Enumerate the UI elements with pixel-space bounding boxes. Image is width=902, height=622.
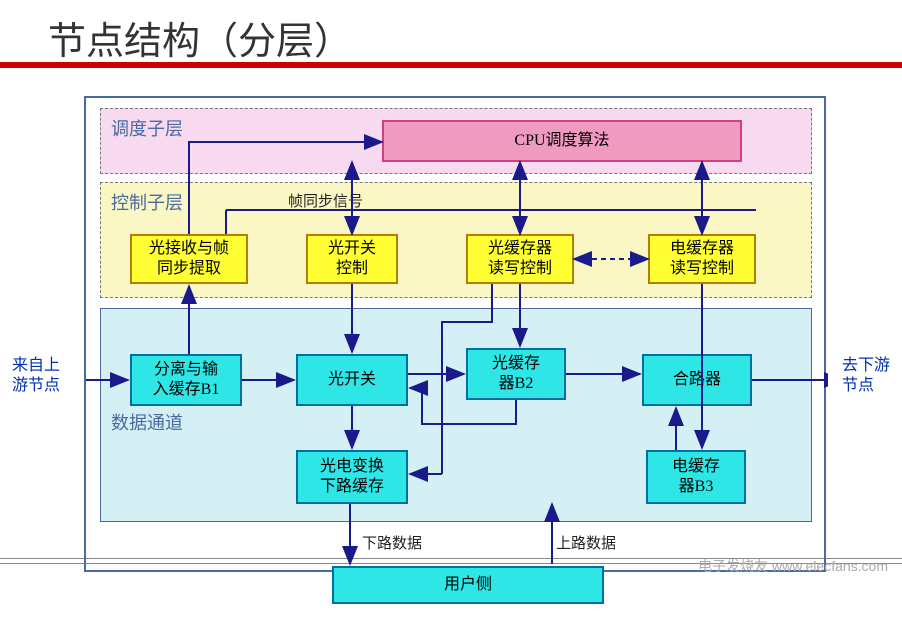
layer-data-label: 数据通道 (111, 409, 183, 435)
watermark: 电子发烧友 www.elecfans.com (698, 556, 888, 576)
label-frame-sync: 帧同步信号 (288, 190, 363, 211)
slide-title: 节点结构（分层） (48, 10, 352, 65)
box-cpu-scheduler: CPU调度算法 (382, 120, 742, 162)
label-down-data: 下路数据 (362, 532, 422, 553)
layer-scheduler-label: 调度子层 (111, 115, 183, 141)
box-ctrl-elec-buffer-rw: 电缓存器 读写控制 (648, 234, 756, 284)
box-data-oe-down-buffer: 光电变换 下路缓存 (296, 450, 408, 504)
box-data-combiner: 合路器 (642, 354, 752, 406)
box-ctrl-switch: 光开关 控制 (306, 234, 398, 284)
box-ctrl-optical-rx: 光接收与帧 同步提取 (130, 234, 248, 284)
box-data-elec-buffer-b3: 电缓存 器B3 (646, 450, 746, 504)
box-ctrl-opt-buffer-rw: 光缓存器 读写控制 (466, 234, 574, 284)
diagram-frame: 调度子层 控制子层 数据通道 CPU调度算法 光接收与帧 同步提取 光开关 控制… (84, 96, 826, 572)
label-input-node: 来自上 游节点 (12, 356, 60, 396)
title-rule (0, 62, 902, 68)
box-data-opt-buffer-b2: 光缓存 器B2 (466, 348, 566, 400)
label-up-data: 上路数据 (556, 532, 616, 553)
label-output-node: 去下游 节点 (842, 356, 890, 396)
box-data-sep-buffer-b1: 分离与输 入缓存B1 (130, 354, 242, 406)
box-data-opt-switch: 光开关 (296, 354, 408, 406)
layer-control-label: 控制子层 (111, 189, 183, 215)
box-user-side: 用户侧 (332, 566, 604, 604)
